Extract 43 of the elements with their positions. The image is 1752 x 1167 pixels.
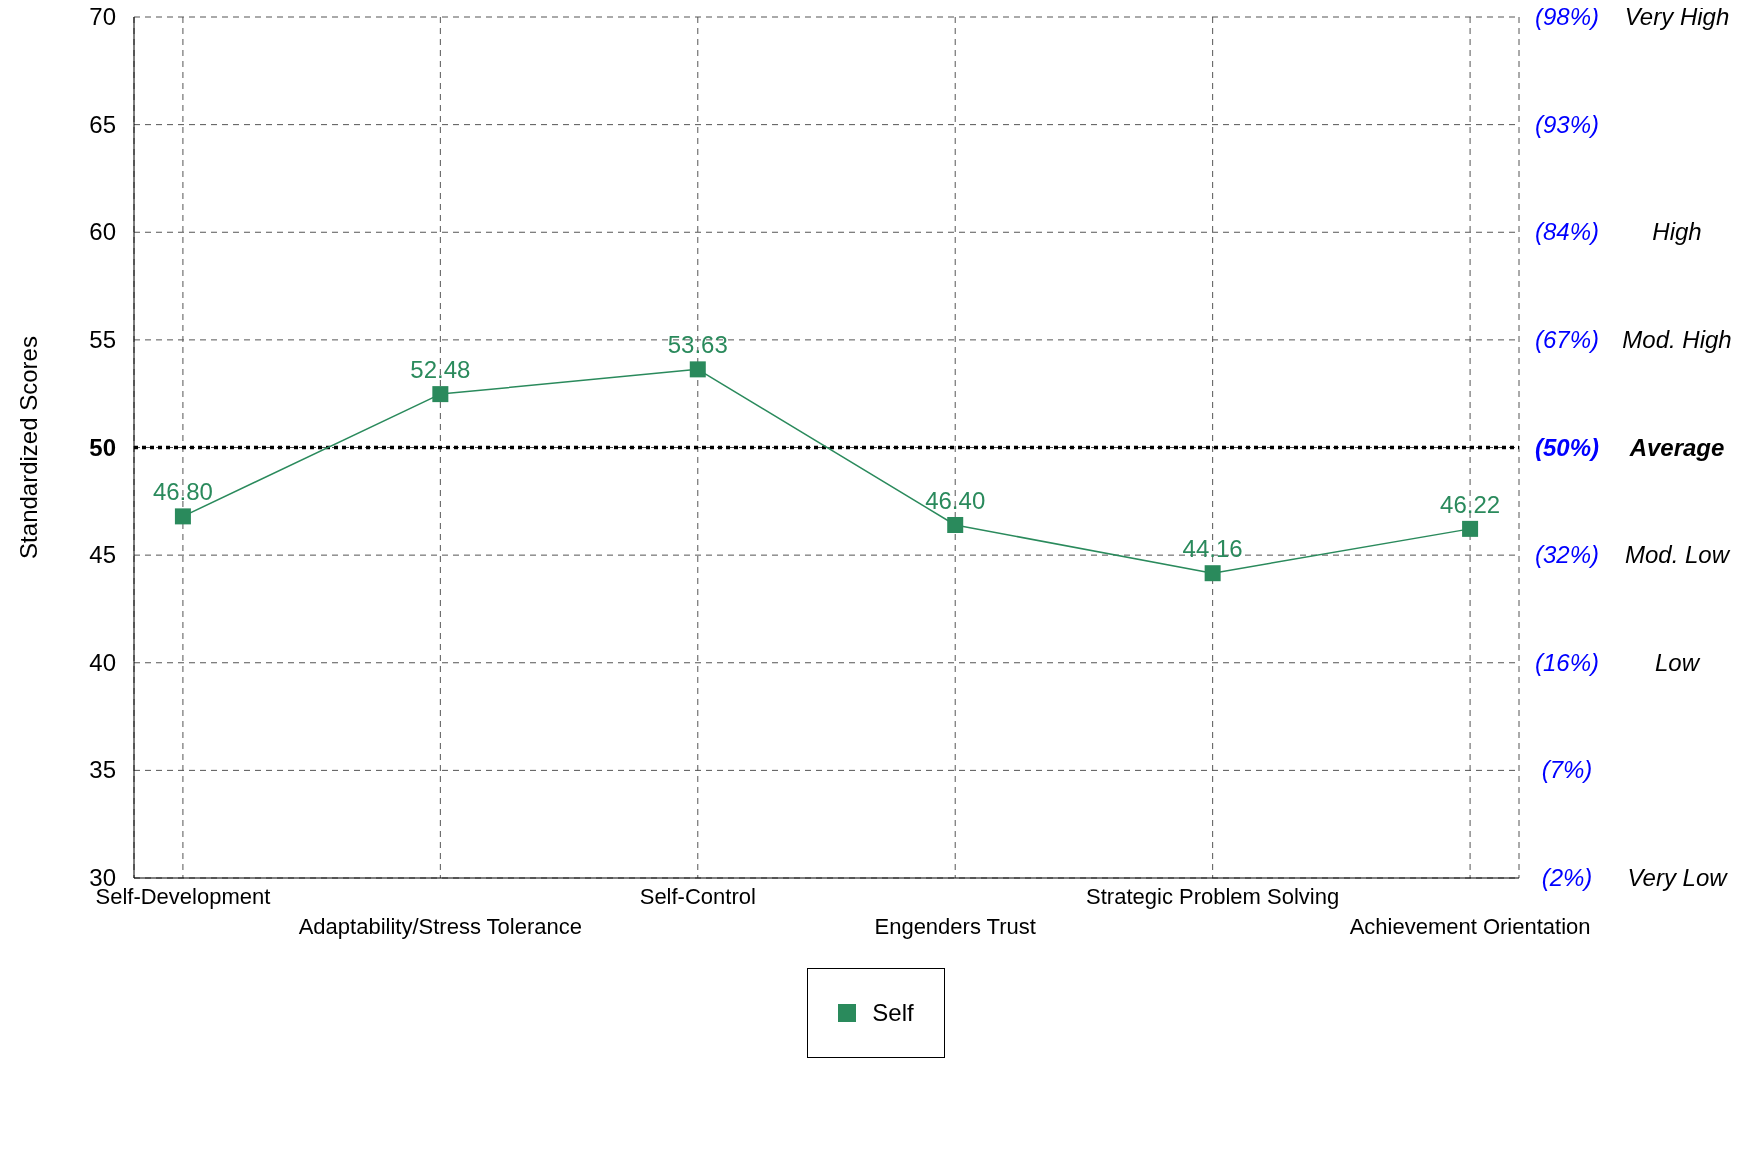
text: Mod. High	[1622, 325, 1732, 353]
text: (16%)	[1534, 648, 1600, 676]
data-label: 44.16	[1182, 535, 1243, 563]
text: (98%)	[1534, 3, 1600, 30]
x-tick-label: Achievement Orientation	[1349, 914, 1591, 939]
data-label: 46.40	[925, 486, 986, 514]
text: (67%)	[1534, 325, 1600, 353]
y-tick-label: 45	[89, 541, 116, 569]
y-tick-label: 65	[89, 110, 116, 138]
data-label: 52.48	[410, 356, 471, 384]
text: High	[1652, 218, 1702, 246]
point	[689, 361, 706, 378]
text: Mod. Low	[1624, 541, 1731, 569]
y-tick-label: 55	[89, 325, 116, 353]
y-tick-label: 40	[89, 648, 116, 676]
point	[1462, 520, 1479, 537]
point	[1204, 565, 1221, 582]
point	[174, 508, 191, 525]
y-axis-title: Standardized Scores	[14, 336, 42, 559]
y-tick-label: 50	[89, 433, 116, 461]
point	[947, 516, 964, 533]
x-tick-label: Engenders Trust	[874, 914, 1036, 939]
x-tick-label: Strategic Problem Solving	[1086, 884, 1340, 909]
text: (2%)	[1541, 864, 1593, 891]
x-tick-label: Adaptability/Stress Tolerance	[298, 914, 582, 939]
data-label: 46.22	[1440, 490, 1501, 518]
text: Very Low	[1627, 864, 1729, 891]
point	[432, 386, 449, 403]
x-tick-label: Self-Control	[639, 884, 756, 909]
text: (7%)	[1541, 756, 1593, 784]
text: (93%)	[1534, 110, 1600, 138]
y-tick-label: 35	[89, 756, 116, 784]
text: Very High	[1624, 3, 1730, 30]
data-label: 53.63	[667, 331, 728, 359]
legend-label: Self	[872, 999, 914, 1027]
text: (84%)	[1534, 218, 1600, 246]
text: (32%)	[1534, 541, 1600, 569]
text: (50%)	[1534, 433, 1600, 461]
y-tick-label: 60	[89, 218, 116, 246]
text: Low	[1654, 648, 1701, 676]
text: Average	[1628, 433, 1725, 461]
y-tick-label: 70	[89, 3, 116, 30]
data-label: 46.80	[152, 478, 213, 506]
